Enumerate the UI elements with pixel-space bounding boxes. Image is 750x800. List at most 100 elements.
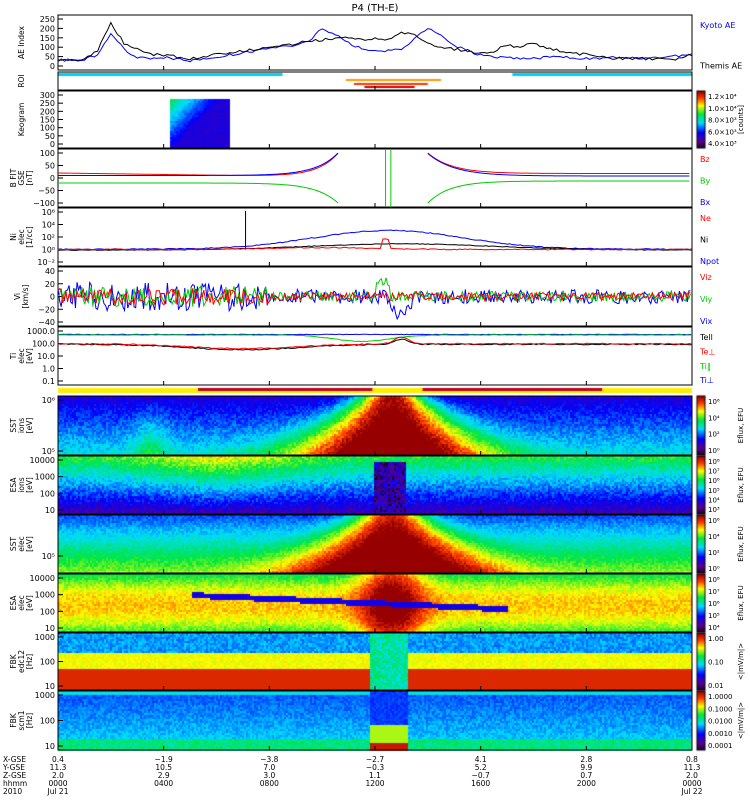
panel-frame-fbk_scm [57, 690, 693, 751]
ytick-label: 10 [45, 682, 55, 691]
legend-Viy: Viy [700, 295, 713, 304]
ytick-label: 100 [40, 43, 55, 52]
ylabel-esa_elec: elec [17, 595, 26, 610]
xtick-z: 3.0 [263, 771, 275, 780]
colorbar-label: Eflux, EFU [737, 526, 745, 561]
xaxis-row-label: X-GSE [3, 755, 26, 764]
xtick-y: 9.9 [580, 763, 592, 772]
series-themis-ae [57, 21, 693, 62]
panel-frame-fbk_edc [57, 632, 693, 691]
ytick-label: 100 [40, 489, 55, 498]
panel-frame-sst_elec [57, 514, 693, 574]
ylabel-bfit: [nT] [25, 170, 34, 185]
legend-Bz: Bz [700, 155, 710, 164]
xtick-z: −0.7 [472, 771, 490, 780]
ylabel-esa_ion: [eV] [25, 477, 34, 493]
panel-frame-ae [57, 14, 693, 71]
series-ti-par [57, 334, 693, 343]
ytick-label: 100 [40, 607, 55, 616]
panel-frame-bfit [57, 148, 693, 208]
ylabel-fbk_edc: FBK [9, 653, 18, 668]
xtick-z: 2.0 [686, 771, 698, 780]
series-npot [57, 229, 693, 251]
colorbar-label: Eflux, EFU [737, 585, 745, 620]
ytick-label: 100 [40, 124, 55, 133]
xtick-hhmm: 0000 [682, 779, 701, 788]
legend-Vix: Vix [700, 317, 713, 326]
xaxis-row-label: hhmm [3, 779, 27, 788]
ytick-label: 10⁶ [42, 208, 55, 217]
colorbar-tick: 10⁵ [708, 612, 720, 620]
ytick-label: 100 [40, 717, 55, 726]
panel-frame-sst_ion [57, 395, 693, 456]
ytick-label: 10⁰ [42, 246, 55, 255]
colorbar-tick: 1.00 [708, 635, 724, 643]
xtick-y: 10.5 [155, 763, 172, 772]
colorbar-label: [counts] [737, 105, 745, 134]
colorbar-tick: 10⁷ [708, 588, 720, 596]
xtick-x: −2.7 [366, 755, 384, 764]
ylabel-ni: [1/cc] [25, 226, 34, 247]
ytick-label: 10 [45, 506, 55, 515]
ytick-label: 10.0 [37, 352, 55, 361]
xtick-hhmm: 0000 [48, 779, 67, 788]
ytick-label: 100 [40, 658, 55, 667]
series-ne [57, 238, 693, 251]
xtick-z: 1.1 [369, 771, 381, 780]
xtick-hhmm: 2000 [577, 779, 596, 788]
colorbar-tick: 1.0×10⁴ [708, 105, 737, 113]
colorbar-tick: 10⁶ [708, 398, 720, 406]
legend-Themis AE: Themis AE [699, 62, 742, 71]
xtick-hhmm: 0800 [260, 779, 279, 788]
xtick-x: 2.8 [580, 755, 592, 764]
ytick-label: −100 [33, 199, 55, 208]
ytick-label: 10000 [30, 456, 55, 465]
colorbar-tick: 10⁶ [708, 477, 720, 485]
ylabel-bfit: B FIT [9, 168, 18, 187]
ylabel-fbk_edc: [Hz] [25, 654, 34, 670]
ytick-label: −40 [38, 318, 55, 327]
colorbar-tick: 0.0100 [708, 718, 733, 726]
ylabel-fbk_edc: edc12 [17, 650, 26, 673]
xaxis-row-label: Y-GSE [2, 763, 25, 772]
colorbar-tick: 0.01 [708, 682, 724, 690]
ytick-label: 200 [40, 24, 55, 33]
ylabel-ni: Ni [9, 233, 18, 241]
xtick-x: 4.1 [475, 755, 487, 764]
ytick-label: 0 [50, 62, 55, 71]
colorbar-tick: 10⁰ [708, 447, 720, 455]
legend-Bx: Bx [700, 198, 710, 207]
ytick-label: 1000 [35, 691, 55, 700]
series-by [427, 180, 690, 204]
series-vix [57, 280, 691, 321]
series-bx [57, 152, 339, 176]
ytick-label: 10 [45, 624, 55, 633]
colorbar-tick: 8.0×10³ [708, 117, 737, 125]
ytick-label: 250 [40, 99, 55, 108]
colorbar-tick: 10⁸ [708, 576, 720, 584]
ylabel-bfit: GSE [17, 170, 26, 186]
ytick-label: 1000 [35, 591, 55, 600]
legend-By: By [700, 177, 710, 186]
ytick-label: 1000.0 [27, 327, 55, 336]
ytick-label: 10 [45, 742, 55, 751]
ytick-label: 0.1 [42, 377, 55, 386]
colorbar-tick: 10⁸ [708, 458, 720, 466]
ylabel-vi: [km/s] [21, 284, 30, 308]
ylabel-ni: elec [17, 229, 26, 244]
plot-title: P4 (TH-E) [352, 3, 399, 14]
legend-Ti⊥: Ti⊥ [699, 376, 714, 385]
ylabel-sst_elec: [eV] [25, 536, 34, 552]
ylabel-sst_ion: SST [9, 418, 18, 433]
ytick-label: 10⁶ [42, 396, 55, 405]
colorbar-label: <|mV/m|> [737, 643, 745, 680]
series-viz [57, 287, 691, 307]
ytick-label: 50 [45, 132, 55, 141]
ytick-label: 50 [45, 162, 55, 171]
panel-frame-esa_ion [57, 455, 693, 515]
ytick-label: 10⁻² [37, 258, 55, 267]
ylabel-esa_elec: [eV] [25, 595, 34, 611]
ytick-label: 250 [40, 15, 55, 24]
xtick-z: 2.0 [52, 771, 64, 780]
ylabel-esa_ion: ions [17, 477, 26, 492]
